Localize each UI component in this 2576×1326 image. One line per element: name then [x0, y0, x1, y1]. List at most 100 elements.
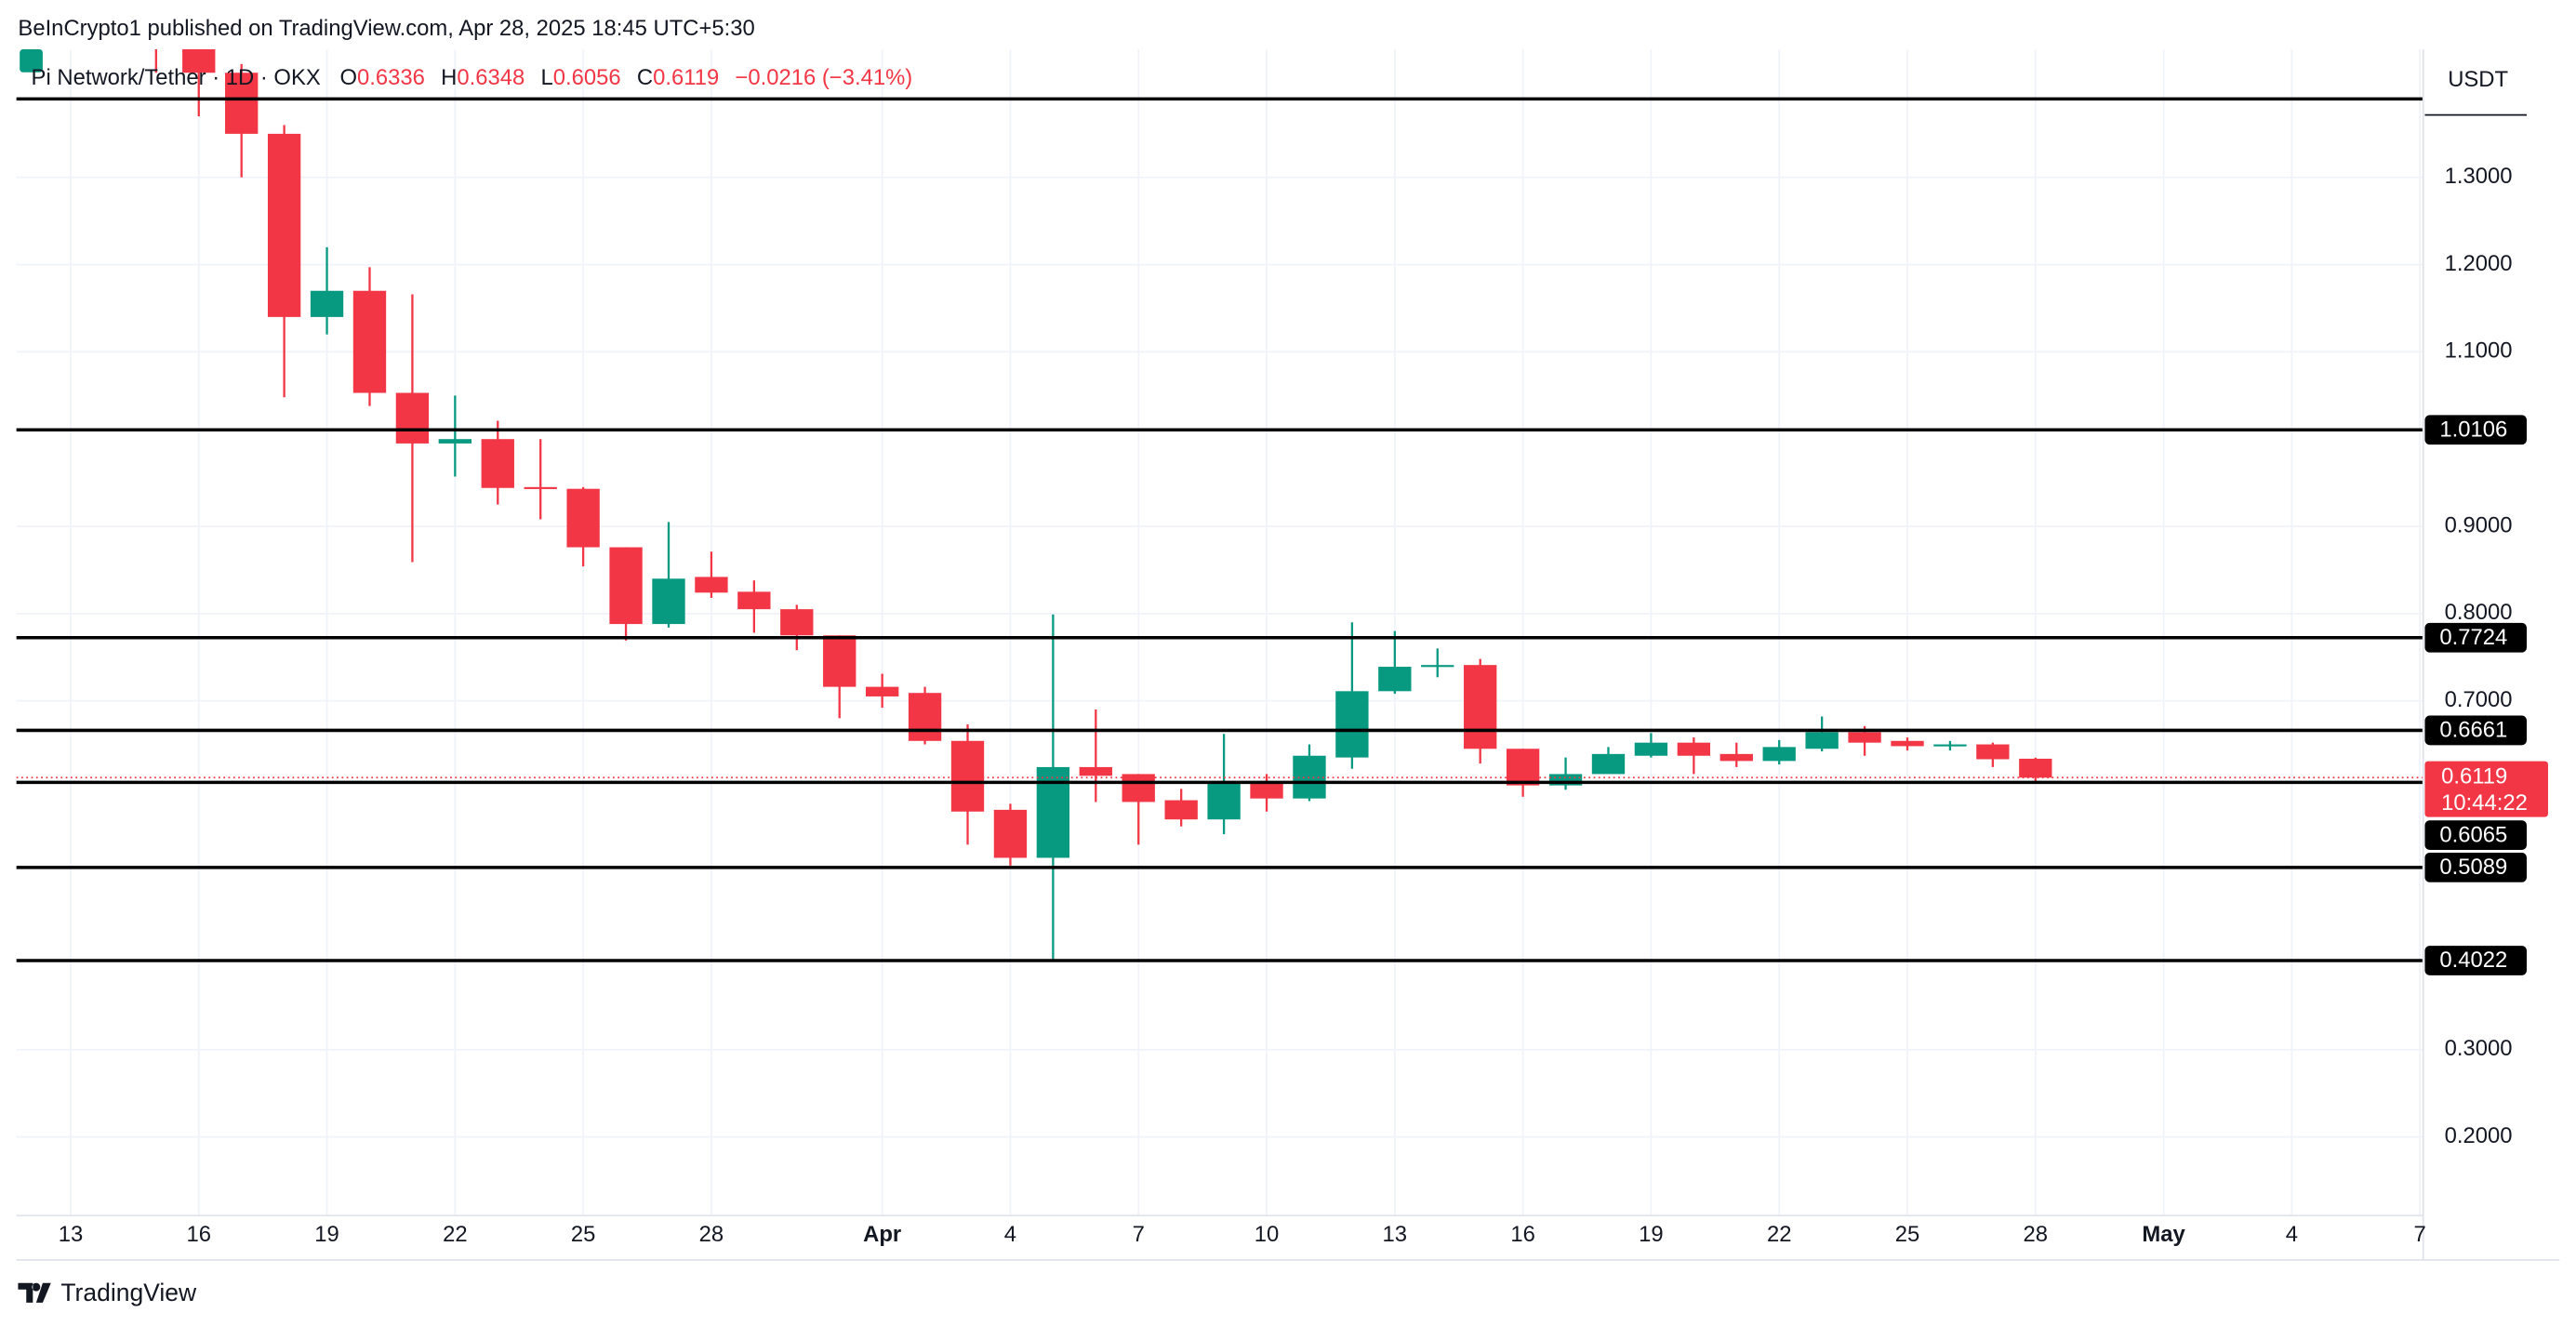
x-tick-label: 10 [1255, 1222, 1280, 1247]
candle-body [1805, 732, 1839, 749]
candle-body [1378, 667, 1412, 692]
candle-body [1591, 753, 1626, 775]
candle-body [566, 488, 600, 548]
x-tick-label: 13 [1383, 1222, 1408, 1247]
candle-body [1464, 665, 1497, 749]
candle-body [1250, 781, 1283, 799]
candle-body [652, 578, 685, 625]
x-tick-label: 28 [2024, 1222, 2049, 1247]
level-label-box [2424, 622, 2528, 653]
y-tick-label: 1.1000 [2445, 338, 2513, 364]
brand: TradingView [60, 1279, 197, 1306]
candle-body [823, 635, 856, 687]
low-value: 0.6056 [553, 65, 621, 90]
level-label: 1.0106 [2439, 417, 2507, 442]
high-label: H [441, 65, 457, 90]
candle-body [908, 693, 942, 741]
candle-body [1891, 740, 1924, 747]
candle-body [865, 686, 899, 696]
y-tick-label: 0.3000 [2445, 1036, 2513, 1061]
candle-body [1207, 781, 1241, 820]
candle-body [225, 73, 259, 134]
level-label: 0.7724 [2439, 625, 2507, 650]
candle-body [1421, 665, 1454, 668]
open-value: 0.6336 [357, 65, 425, 90]
x-tick-label: 22 [443, 1222, 468, 1247]
level-label: 0.4022 [2439, 948, 2507, 973]
x-tick-label: 4 [1004, 1222, 1016, 1247]
currency-box[interactable] [2424, 52, 2556, 119]
candle-body [481, 439, 514, 488]
change: −0.0216 (−3.41%) [735, 65, 912, 90]
candle-body [695, 577, 728, 593]
x-tick-label: 19 [1639, 1222, 1664, 1247]
high-value: 0.6348 [457, 65, 524, 90]
x-tick-label: 22 [1767, 1222, 1792, 1247]
candle-body [1036, 766, 1070, 858]
level-label: 0.6661 [2439, 718, 2507, 743]
plot-layer [16, 48, 2423, 1216]
level-label-box [2424, 853, 2528, 882]
x-tick-label: 16 [1510, 1222, 1535, 1247]
candle-body [524, 486, 557, 489]
candle-body [1933, 744, 1967, 747]
candle-body [1976, 744, 2010, 760]
x-tick-label: 25 [1895, 1222, 1920, 1247]
close-label: C [637, 65, 653, 90]
y-tick-label: 0.7000 [2445, 687, 2513, 712]
publisher: BeInCrypto1 published on TradingView.com… [18, 16, 754, 41]
price-label: 0.6119 [2441, 764, 2507, 789]
level-label-box [2424, 946, 2528, 975]
x-tick-label: Apr [863, 1222, 901, 1247]
open-label: O [340, 65, 358, 90]
x-tick-label: 13 [59, 1222, 84, 1247]
x-tick-label: 7 [1133, 1222, 1145, 1247]
x-tick-label: 25 [571, 1222, 596, 1247]
candle-body [310, 290, 344, 317]
candle-body [352, 290, 387, 393]
candle-body [1079, 766, 1112, 776]
y-tick-label: 0.8000 [2445, 600, 2513, 625]
x-tick-label: 16 [186, 1222, 211, 1247]
currency[interactable]: USDT [2448, 67, 2508, 92]
x-tick-label: 7 [2414, 1222, 2426, 1247]
y-tick-label: 1.2000 [2445, 251, 2513, 276]
candle-body [1634, 742, 1668, 756]
candle-body [993, 809, 1028, 858]
price-label-box [2424, 761, 2548, 817]
candle-body [609, 547, 643, 625]
countdown: 10:44:22 [2441, 790, 2528, 815]
x-tick-label: 4 [2286, 1222, 2298, 1247]
candle-body [1506, 749, 1540, 786]
level-label-box [2424, 415, 2528, 445]
candle-body [737, 591, 771, 610]
symbol-icon [20, 48, 43, 73]
candle-body [438, 439, 472, 444]
y-tick-label: 1.3000 [2445, 164, 2513, 189]
level-label-box [2424, 820, 2528, 851]
y-tick-label: 0.2000 [2445, 1123, 2513, 1148]
candle-body [1762, 747, 1796, 762]
close-value: 0.6119 [653, 65, 719, 90]
low-label: L [541, 65, 553, 90]
level-label: 0.5089 [2439, 855, 2507, 880]
candle-body [182, 48, 216, 73]
level-label-box [2424, 715, 2528, 746]
candle-body [2019, 758, 2052, 778]
candle-body [1848, 732, 1881, 743]
candle-body [1164, 800, 1198, 820]
x-tick-label: 28 [699, 1222, 724, 1247]
candle-body [1720, 753, 1753, 762]
x-tick-label: 19 [314, 1222, 339, 1247]
level-label: 0.6065 [2439, 822, 2507, 847]
candle-body [267, 133, 301, 317]
y-tick-label: 0.9000 [2445, 512, 2513, 537]
candle-body [950, 740, 985, 812]
candle-body [1335, 691, 1369, 758]
candle-body [1122, 774, 1155, 802]
candle-body [395, 392, 430, 444]
